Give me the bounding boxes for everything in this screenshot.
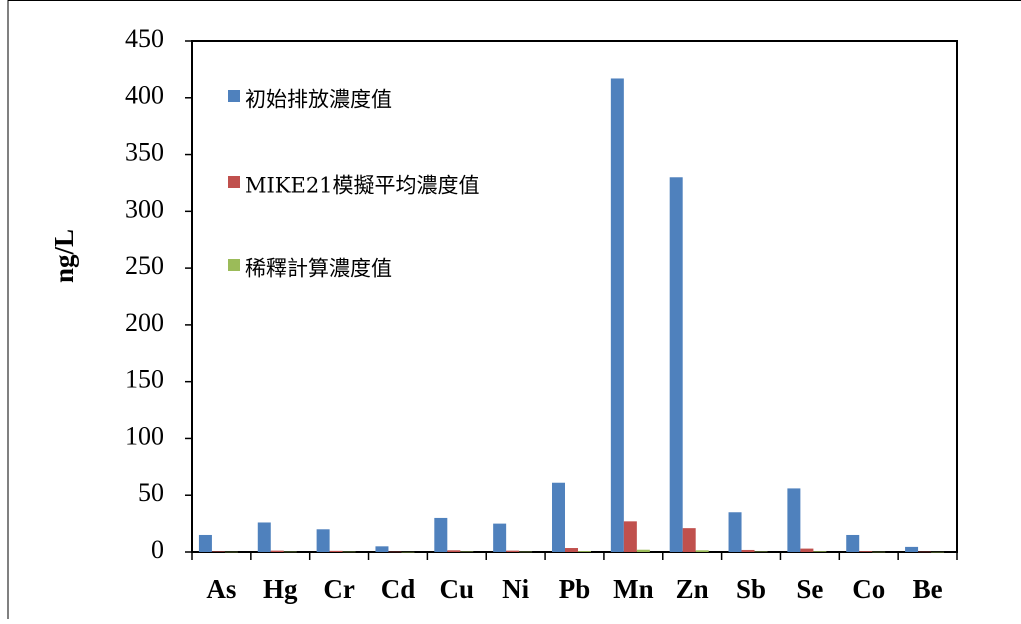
bar-3-se	[813, 551, 827, 552]
bar-2-cu	[447, 550, 461, 552]
bar-2-hg	[270, 550, 284, 552]
y-tick-label: 400	[125, 81, 164, 110]
bar-2-be	[918, 551, 932, 553]
bar-2-cd	[388, 551, 402, 553]
bar-3-co	[872, 551, 886, 553]
x-tick-label-pb: Pb	[559, 574, 591, 604]
bar-2-mn	[623, 521, 637, 552]
plot-area	[191, 40, 958, 553]
bar-1-cd	[375, 546, 389, 552]
y-tick-label: 200	[125, 308, 164, 337]
bar-1-as	[198, 534, 212, 552]
y-axis-label: ng/L	[49, 229, 79, 283]
bar-3-cd	[401, 551, 415, 553]
x-tick-label-cd: Cd	[381, 574, 416, 604]
legend-swatch-1	[228, 90, 240, 102]
y-tick-label: 350	[125, 138, 164, 167]
bar-1-ni	[493, 523, 507, 552]
bar-1-co	[846, 534, 860, 552]
bar-2-cr	[329, 550, 343, 552]
bar-3-sb	[754, 551, 768, 553]
x-tick-label-as: As	[206, 574, 236, 604]
bar-2-zn	[682, 528, 696, 552]
bars-layer	[198, 78, 945, 553]
bar-1-pb	[552, 482, 565, 552]
y-tick-label: 450	[125, 24, 164, 53]
axis-layer: 0 50 100 150 200 250 300 350 400 450 As Hg Cr Cd Cu Ni P…	[125, 24, 958, 604]
bar-1-sb	[728, 512, 742, 552]
y-tick-label: 250	[125, 251, 164, 280]
bar-3-zn	[695, 550, 709, 552]
bar-1-hg	[257, 522, 271, 552]
bar-1-se	[787, 488, 801, 552]
legend-label-1: 初始排放濃度值	[245, 88, 392, 112]
x-tick-label-co: Co	[852, 574, 885, 604]
bar-3-ni	[519, 551, 533, 553]
x-tick-label-se: Se	[796, 574, 823, 604]
y-tick-label: 150	[125, 365, 164, 394]
bar-2-se	[800, 548, 814, 552]
bar-3-hg	[283, 551, 297, 553]
legend-label-3: 稀釋計算濃度值	[245, 257, 392, 281]
bar-3-as	[224, 551, 238, 553]
bar-1-cr	[316, 529, 330, 552]
bar-3-be	[931, 551, 945, 553]
x-tick-label-be: Be	[913, 574, 943, 604]
x-tick-label-mn: Mn	[613, 574, 654, 604]
y-tick-label: 300	[125, 194, 164, 223]
bar-2-as	[211, 551, 225, 552]
legend-label-2: MIKE21模擬平均濃度值	[245, 174, 480, 198]
bar-1-be	[905, 546, 919, 552]
x-tick-label-cr: Cr	[323, 574, 354, 604]
y-tick-label: 0	[151, 535, 164, 564]
bar-3-pb	[578, 551, 591, 552]
x-tick-label-cu: Cu	[440, 574, 475, 604]
x-tick-label-sb: Sb	[736, 574, 766, 604]
bar-1-mn	[610, 78, 624, 553]
bar-2-sb	[741, 549, 755, 552]
x-tick-label-zn: Zn	[676, 574, 709, 604]
legend-swatch-2	[228, 176, 240, 188]
bar-2-co	[859, 551, 873, 552]
bar-2-ni	[506, 550, 520, 552]
bar-3-mn	[636, 549, 650, 552]
bar-1-zn	[669, 177, 683, 552]
bar-1-cu	[434, 517, 448, 552]
y-tick-label: 100	[125, 421, 164, 450]
y-tick-label: 50	[138, 478, 164, 507]
bar-2-pb	[565, 548, 578, 552]
x-tick-label-hg: Hg	[263, 574, 298, 604]
bar-3-cr	[342, 551, 356, 553]
bar-3-cu	[460, 551, 474, 553]
x-tick-label-ni: Ni	[502, 574, 529, 604]
legend-swatch-3	[228, 259, 240, 271]
